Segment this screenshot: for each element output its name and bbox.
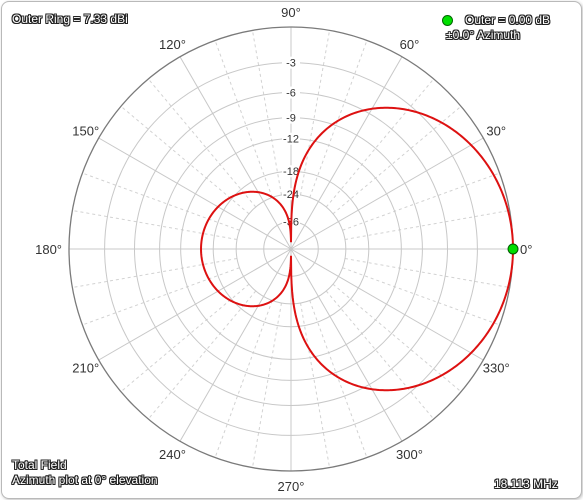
radial-gridline — [332, 283, 462, 393]
field-type: Total Field — [12, 458, 67, 472]
radial-gridline — [82, 267, 240, 326]
radial-gridline — [120, 105, 250, 215]
angle-label: 210° — [72, 361, 99, 376]
radial-gridline — [120, 283, 250, 393]
radial-gridline — [251, 302, 282, 468]
radial-gridline — [300, 302, 331, 468]
angle-label: 120° — [159, 37, 186, 52]
ring-label: -3 — [286, 58, 296, 70]
radial-gridline — [300, 30, 331, 196]
ring-label: -18 — [283, 166, 299, 178]
radial-gridline — [342, 172, 500, 231]
radial-gridline — [309, 40, 368, 198]
outer-ring-readout: Outer Ring = 7.33 dBi — [12, 12, 128, 27]
radial-gridline — [309, 300, 368, 458]
radial-gridline — [325, 290, 435, 420]
radial-gridline — [214, 40, 273, 198]
ring-label: -6 — [286, 87, 296, 99]
ring-label-bg — [282, 111, 300, 124]
ring-label-bg — [282, 165, 300, 178]
ring-label: -12 — [283, 134, 299, 146]
radial-gridline — [72, 209, 238, 240]
legend-marker-icon — [442, 15, 453, 26]
legend: Outer = 0.00 dB ±0.0° Azimuth — [442, 13, 550, 43]
frequency-readout: 18.113 MHz — [494, 477, 558, 492]
radial-gridline — [344, 258, 510, 289]
angle-label: 0° — [520, 242, 532, 257]
radial-gridline — [251, 30, 282, 196]
radial-gridline — [82, 172, 240, 231]
angle-label: 270° — [278, 479, 305, 494]
plot-info: Total Field Azimuth plot at 0° elevation — [12, 458, 158, 488]
radial-gridline — [147, 290, 257, 420]
frequency-text: 18.113 MHz — [494, 477, 558, 491]
radial-gridline — [179, 248, 292, 442]
radial-gridline — [214, 300, 273, 458]
radial-gridline — [290, 56, 403, 250]
angle-label: 300° — [396, 447, 423, 462]
ring-label: -9 — [286, 113, 296, 125]
angle-label: 60° — [400, 37, 420, 52]
ring-label-bg — [282, 132, 300, 145]
ring-label-bg — [282, 56, 300, 69]
ring-label-bg — [282, 188, 300, 201]
radial-gridline — [342, 267, 500, 326]
angle-label: 240° — [159, 447, 186, 462]
ring-label: -24 — [283, 189, 299, 201]
angle-label: 330° — [483, 361, 510, 376]
radial-gridline — [290, 137, 484, 250]
legend-sub: ±0.0° Azimuth — [446, 28, 521, 42]
radial-gridline — [72, 258, 238, 289]
angle-label: 30° — [486, 124, 506, 139]
radiation-pattern-trace — [200, 106, 515, 392]
radial-gridline — [179, 56, 292, 250]
radial-gridline — [325, 78, 435, 208]
angle-label: 180° — [35, 242, 62, 257]
angle-label: 90° — [281, 5, 301, 20]
max-gain-marker — [507, 243, 519, 255]
radial-gridline — [290, 248, 403, 442]
radial-gridline — [332, 105, 462, 215]
radial-gridline — [98, 248, 292, 361]
ring-label-bg — [282, 86, 300, 99]
plot-description: Azimuth plot at 0° elevation — [12, 473, 158, 487]
radial-gridline — [147, 78, 257, 208]
legend-label: Outer = 0.00 dB — [465, 13, 551, 27]
angle-labels: 0° 30° 60° 90° 120° 150° 180° 210° 240° 270° 300° 3… — [35, 5, 532, 494]
angle-label: 150° — [72, 124, 99, 139]
outer-ring-text: Outer Ring = 7.33 dBi — [12, 12, 128, 26]
radial-gridline — [98, 137, 292, 250]
radial-gridline — [344, 209, 510, 240]
radial-gridline — [290, 248, 484, 361]
